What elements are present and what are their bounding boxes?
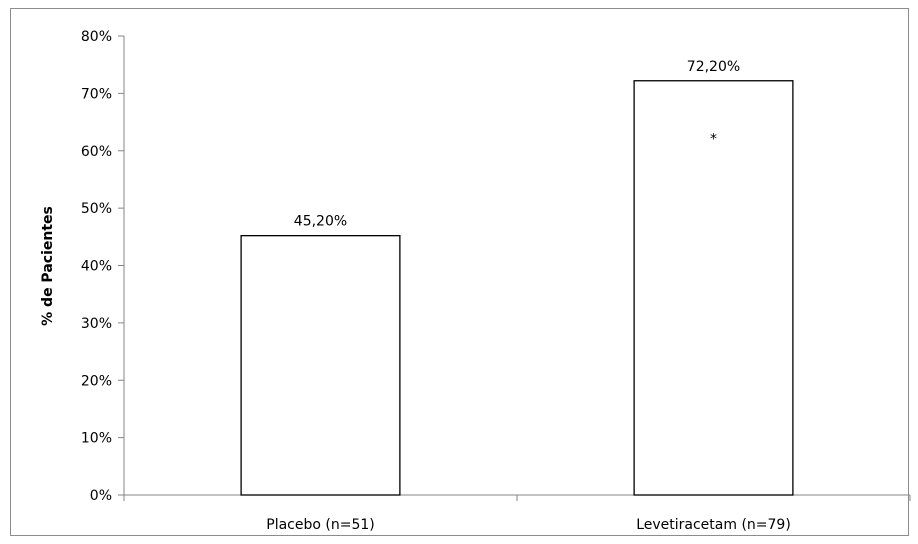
y-tick-label: 10% xyxy=(81,431,112,447)
bar xyxy=(240,235,401,496)
y-tick-label: 60% xyxy=(81,144,112,160)
y-axis-title: % de Pacientes xyxy=(40,206,56,326)
category-label: Levetiracetam (n=79) xyxy=(636,517,791,533)
data-label: 72,20% xyxy=(687,59,740,75)
bar xyxy=(633,80,794,496)
y-tick-label: 50% xyxy=(81,201,112,217)
y-tick-label: 20% xyxy=(81,373,112,389)
y-tick-label: 80% xyxy=(81,29,112,45)
category-label: Placebo (n=51) xyxy=(266,517,374,533)
y-tick-label: 40% xyxy=(81,259,112,275)
labels: 0% 10% 20% 30% 40% 50% 60% 70% 80% 45,20% Placebo … xyxy=(81,29,791,533)
data-label: 45,20% xyxy=(294,214,347,230)
y-tick-label: 70% xyxy=(81,86,112,102)
y-tick-label: 30% xyxy=(81,316,112,332)
significance-marker: * xyxy=(710,131,717,147)
bars xyxy=(240,80,794,496)
y-tick-label: 0% xyxy=(90,488,112,504)
